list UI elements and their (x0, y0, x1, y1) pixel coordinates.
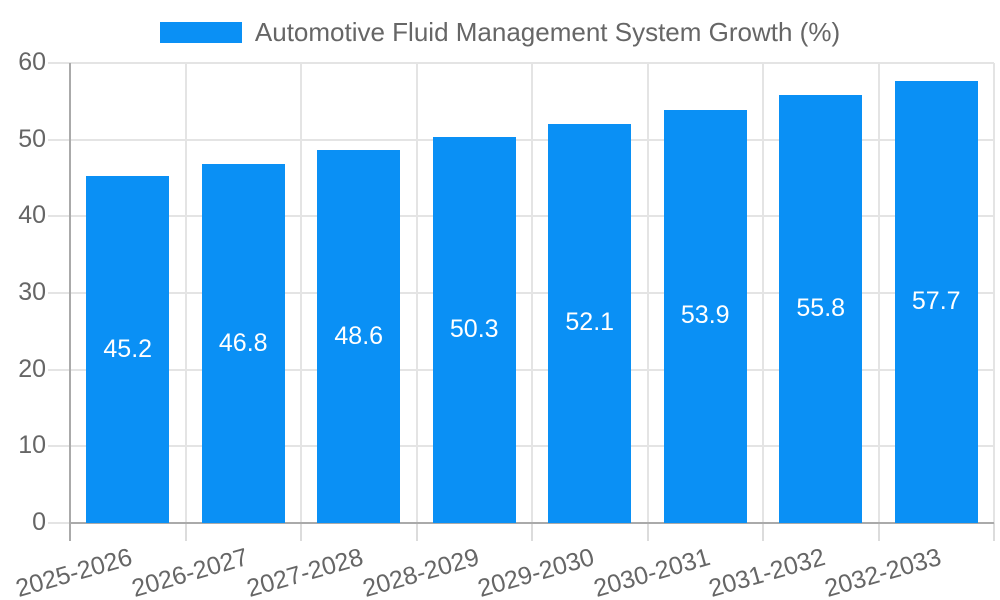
x-axis-tick-mark (300, 523, 302, 541)
gridline-horizontal (48, 215, 994, 218)
x-axis-tick-label: 2032-2033 (821, 543, 944, 600)
gridline-vertical (646, 63, 649, 523)
gridline-horizontal (48, 445, 994, 448)
bar (779, 95, 863, 523)
bar (201, 164, 285, 523)
x-axis-tick-label: 2028-2029 (359, 543, 482, 600)
gridline-vertical (877, 63, 880, 523)
x-axis-tick-label: 2031-2032 (705, 543, 829, 600)
y-axis-tick-label: 0 (32, 507, 46, 536)
y-axis-tick-label: 60 (18, 47, 46, 76)
legend-series-label: Automotive Fluid Management System Growt… (254, 17, 841, 47)
bar (894, 80, 978, 523)
legend-color-swatch (159, 22, 242, 43)
bar (432, 137, 516, 523)
gridline-horizontal (48, 62, 994, 64)
x-axis-tick-mark (646, 523, 649, 541)
y-axis-line (69, 63, 71, 541)
x-axis-tick-label: 2025-2026 (12, 543, 136, 600)
bar-value-label: 46.8 (218, 328, 268, 357)
bar (317, 150, 401, 523)
bar (663, 109, 747, 523)
x-axis-tick-label: 2030-2031 (590, 543, 713, 600)
bar-value-label: 48.6 (334, 321, 384, 350)
gridline-horizontal (48, 292, 994, 294)
bar-value-label: 50.3 (449, 315, 499, 344)
bar-value-label: 55.8 (796, 294, 846, 323)
bar-value-label: 57.7 (911, 286, 961, 315)
gridline-vertical (762, 63, 764, 523)
x-axis-tick-label: 2029-2030 (474, 543, 598, 600)
x-axis-tick-mark (531, 523, 533, 541)
bar-value-label: 52.1 (565, 308, 615, 337)
x-axis-tick-label: 2026-2027 (128, 543, 251, 600)
bar-value-label: 53.9 (680, 301, 730, 330)
bar-value-label: 45.2 (103, 334, 153, 363)
bar (86, 176, 170, 523)
x-axis-tick-mark (415, 523, 418, 541)
x-axis-tick-mark (184, 523, 187, 541)
y-axis-tick-label: 50 (18, 124, 46, 153)
x-axis-line (70, 522, 994, 524)
gridline-vertical (184, 63, 187, 523)
y-axis-tick-label: 10 (18, 431, 46, 460)
gridline-horizontal (48, 368, 994, 371)
x-axis-tick-mark (877, 523, 880, 541)
y-axis-tick-label: 20 (18, 354, 46, 383)
x-axis-tick-mark (993, 523, 995, 541)
y-axis-tick-label: 30 (18, 277, 46, 306)
chart-legend[interactable]: Automotive Fluid Management System Growt… (0, 17, 1000, 48)
gridline-vertical (300, 63, 302, 523)
gridline-vertical (993, 63, 995, 523)
bar (548, 123, 632, 523)
gridline-horizontal (48, 138, 994, 141)
gridline-vertical (415, 63, 418, 523)
x-axis-tick-mark (762, 523, 764, 541)
gridline-vertical (531, 63, 533, 523)
x-axis-tick-label: 2027-2028 (243, 543, 367, 600)
y-axis-tick-label: 40 (18, 201, 46, 230)
